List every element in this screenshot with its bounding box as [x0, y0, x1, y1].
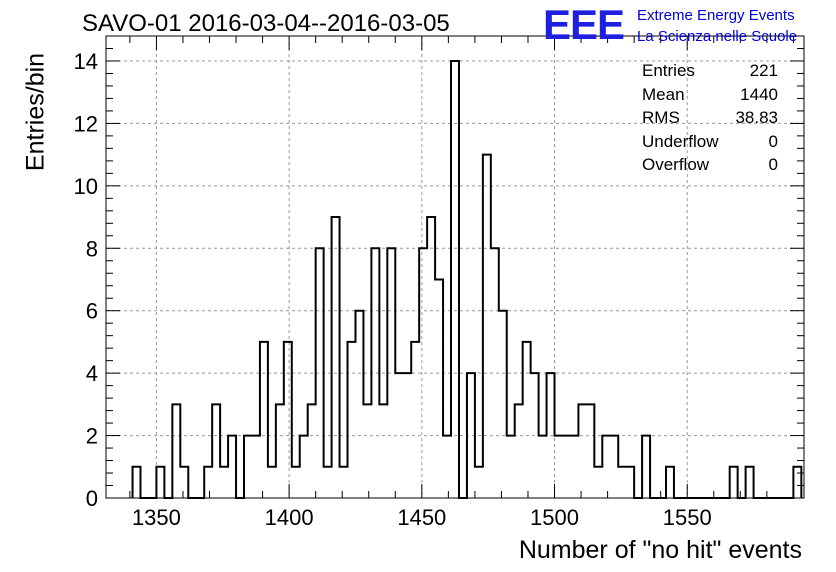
stats-row-entries: Entries 221: [642, 61, 778, 85]
stats-label: Underflow: [642, 131, 719, 151]
y-tick-label: 0: [86, 486, 98, 511]
x-tick-label: 1450: [397, 505, 446, 530]
x-axis-label: Number of "no hit" events: [518, 536, 802, 564]
stats-box: Entries 221 Mean 1440 RMS 38.83 Underflo…: [642, 61, 778, 179]
tick-labels: 1350 1400 1450 1500 1550 0 2 4 6 8 10 12 14: [74, 49, 712, 530]
stats-label: RMS: [642, 108, 680, 127]
y-axis-label: Entries/bin: [21, 52, 50, 172]
logo-mark: EEE: [543, 1, 625, 48]
stats-label: Mean: [642, 84, 685, 104]
stats-label: Overflow: [642, 155, 710, 174]
stats-value: 221: [749, 61, 778, 80]
logo-line-1: Extreme Energy Events: [637, 7, 795, 24]
axes: [105, 35, 805, 499]
histogram-outline: [131, 59, 803, 499]
y-tick-label: 2: [86, 424, 98, 449]
y-tick-label: 14: [74, 49, 98, 74]
y-tick-label: 4: [86, 361, 98, 386]
y-tick-label: 10: [74, 174, 98, 199]
x-tick-label: 1400: [265, 505, 314, 530]
stats-row-overflow: Overflow 0: [642, 155, 778, 179]
y-tick-label: 12: [74, 111, 98, 136]
x-tick-label: 1550: [663, 505, 712, 530]
logo-line-2: La Scienza nelle Scuole: [637, 28, 798, 45]
y-tick-label: 8: [86, 236, 98, 261]
x-tick-label: 1350: [132, 505, 181, 530]
y-tick-label: 6: [86, 299, 98, 324]
stats-label: Entries: [642, 61, 695, 80]
stats-value: 0: [768, 131, 778, 151]
stats-value: 1440: [740, 84, 778, 104]
grid-lines: [106, 36, 804, 498]
stats-row-mean: Mean 1440: [642, 85, 778, 109]
x-tick-label: 1500: [530, 505, 579, 530]
chart-title: SAVO-01 2016-03-04--2016-03-05: [82, 10, 450, 37]
stats-value: 38.83: [735, 108, 778, 127]
stats-row-rms: RMS 38.83: [642, 108, 778, 132]
eee-logo: EEE Extreme Energy Events La Scienza nel…: [543, 4, 833, 46]
plot-frame: [105, 35, 805, 499]
stats-value: 0: [768, 155, 778, 174]
stats-row-underflow: Underflow 0: [642, 132, 778, 156]
